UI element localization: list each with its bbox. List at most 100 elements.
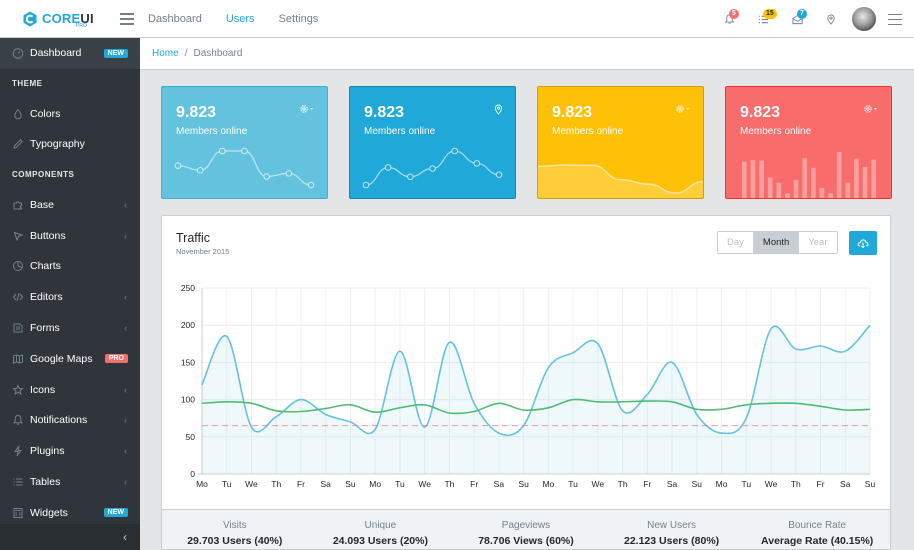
spark-bar [802, 158, 808, 198]
spark-point [174, 162, 182, 169]
card-options-button[interactable] [863, 104, 879, 114]
stat-value: Average Rate (40.15%) [761, 535, 874, 547]
stat-card: 9.823 Members online [537, 86, 704, 199]
range-day-button[interactable]: Day [718, 232, 753, 253]
traffic-stat: Bounce Rate Average Rate (40.15%) [744, 510, 890, 549]
download-button[interactable] [849, 231, 877, 255]
spark-bar [871, 159, 877, 198]
chevron-left-icon: ‹ [124, 230, 127, 241]
y-tick-label: 200 [181, 320, 195, 330]
breadcrumb-home[interactable]: Home [152, 48, 179, 59]
stat-value: 9.823 [740, 104, 781, 121]
sidebar-item-typography[interactable]: Typography [0, 129, 140, 160]
messages-button[interactable]: 7 [780, 0, 814, 38]
spark-point [407, 173, 414, 181]
range-month-button[interactable]: Month [752, 232, 799, 253]
sidebar-item-buttons[interactable]: Buttons ‹ [0, 220, 140, 251]
sidebar-item-editors[interactable]: Editors ‹ [0, 282, 140, 313]
traffic-stat: Visits 29.703 Users (40%) [162, 510, 308, 549]
card-options-button[interactable] [299, 104, 315, 114]
sidebar-item-label: Editors [30, 291, 63, 304]
tasks-button[interactable]: 15 [746, 0, 780, 38]
card-spark-chart [538, 164, 703, 198]
sidebar-badge: NEW [103, 508, 128, 518]
card-options-button[interactable] [675, 104, 691, 114]
sidebar-item-label: Notifications [30, 414, 88, 427]
x-tick-label: We [592, 479, 605, 489]
sidebar-item-icons[interactable]: Icons ‹ [0, 374, 140, 405]
sidebar-item-label: Buttons [30, 229, 66, 242]
sidebar-item-label: Typography [30, 138, 85, 151]
range-year-button[interactable]: Year [798, 232, 837, 253]
x-tick-label: Su [518, 479, 529, 489]
map-icon [12, 353, 24, 365]
breadcrumb: Home / Dashboard [140, 38, 914, 70]
location-button[interactable] [814, 0, 848, 38]
traffic-subtitle: November 2015 [176, 247, 230, 256]
card-options-button[interactable] [494, 104, 503, 115]
x-tick-label: Mo [542, 479, 554, 489]
sidebar-section-components: COMPONENTS [12, 170, 75, 180]
user-avatar[interactable] [852, 7, 876, 31]
spark-point [196, 167, 204, 174]
sidebar-toggle-icon[interactable] [120, 13, 134, 25]
sidebar-badge: NEW [103, 48, 128, 58]
sidebar-item-widgets[interactable]: Widgets NEW [0, 497, 140, 528]
sidebar-section-theme: THEME [12, 79, 43, 89]
y-tick-label: 50 [186, 432, 196, 442]
stat-title: Unique [364, 520, 397, 531]
sidebar-item-base[interactable]: Base ‹ [0, 189, 140, 220]
chevron-left-icon: ‹ [124, 322, 127, 333]
bell-icon [12, 414, 24, 426]
messages-badge: 7 [797, 9, 807, 19]
stat-card: 9.823 Members online [349, 86, 516, 199]
sidebar-item-charts[interactable]: Charts [0, 251, 140, 282]
code-icon [12, 291, 24, 303]
spark-bar [854, 158, 859, 198]
spark-bar [776, 182, 782, 198]
traffic-title: Traffic [176, 231, 211, 245]
spark-point [219, 147, 226, 155]
range-button-group: Day Month Year [717, 231, 838, 254]
spark-bar [759, 160, 764, 198]
topnav-dashboard[interactable]: Dashboard [148, 12, 202, 25]
sidebar-item-label: Widgets [30, 506, 68, 519]
sidebar-item-notifications[interactable]: Notifications ‹ [0, 405, 140, 436]
puzzle-icon [12, 199, 24, 211]
stat-label: Members online [176, 126, 248, 137]
x-tick-label: Fr [297, 479, 305, 489]
sidebar-item-label: Google Maps [30, 352, 93, 365]
spark-bar [845, 182, 851, 198]
spark-point [307, 181, 315, 189]
sidebar-item-colors[interactable]: Colors [0, 98, 140, 129]
x-tick-label: Su [692, 479, 703, 489]
x-tick-label: Tu [222, 479, 232, 489]
spark-bar [793, 179, 799, 198]
card-spark-chart [362, 147, 503, 189]
chevron-left-icon: ‹ [124, 199, 127, 210]
energy-icon [12, 445, 24, 457]
brand-logo[interactable]: COREUI PRO [0, 0, 140, 38]
spark-bar [750, 160, 756, 198]
sidebar-item-google-maps[interactable]: Google Maps PRO [0, 343, 140, 374]
chevron-left-icon: ‹ [124, 292, 127, 303]
stat-title: Pageviews [501, 520, 551, 531]
sidebar-item-dashboard[interactable]: Dashboard NEW [0, 38, 140, 69]
topnav-settings[interactable]: Settings [278, 12, 319, 25]
sidebar-item-plugins[interactable]: Plugins ‹ [0, 436, 140, 467]
topnav-users[interactable]: Users [225, 12, 255, 25]
sidebar-item-tables[interactable]: Tables ‹ [0, 467, 140, 498]
sidebar-item-forms[interactable]: Forms ‹ [0, 313, 140, 344]
pencil-icon [12, 138, 24, 150]
sidebar-minimizer[interactable]: ‹ [0, 524, 140, 550]
x-tick-label: Su [345, 479, 356, 489]
chevron-left-icon: ‹ [124, 384, 127, 395]
chevron-left-icon: ‹ [124, 446, 127, 457]
spark-point [285, 170, 293, 177]
breadcrumb-current: Dashboard [193, 48, 243, 59]
notifications-button[interactable]: 5 [712, 0, 746, 38]
stat-value: 9.823 [552, 104, 593, 121]
sidebar-badge: PRO [104, 354, 128, 364]
aside-toggle-icon[interactable] [888, 13, 902, 25]
stat-value: 78.706 Views (60%) [478, 535, 574, 547]
